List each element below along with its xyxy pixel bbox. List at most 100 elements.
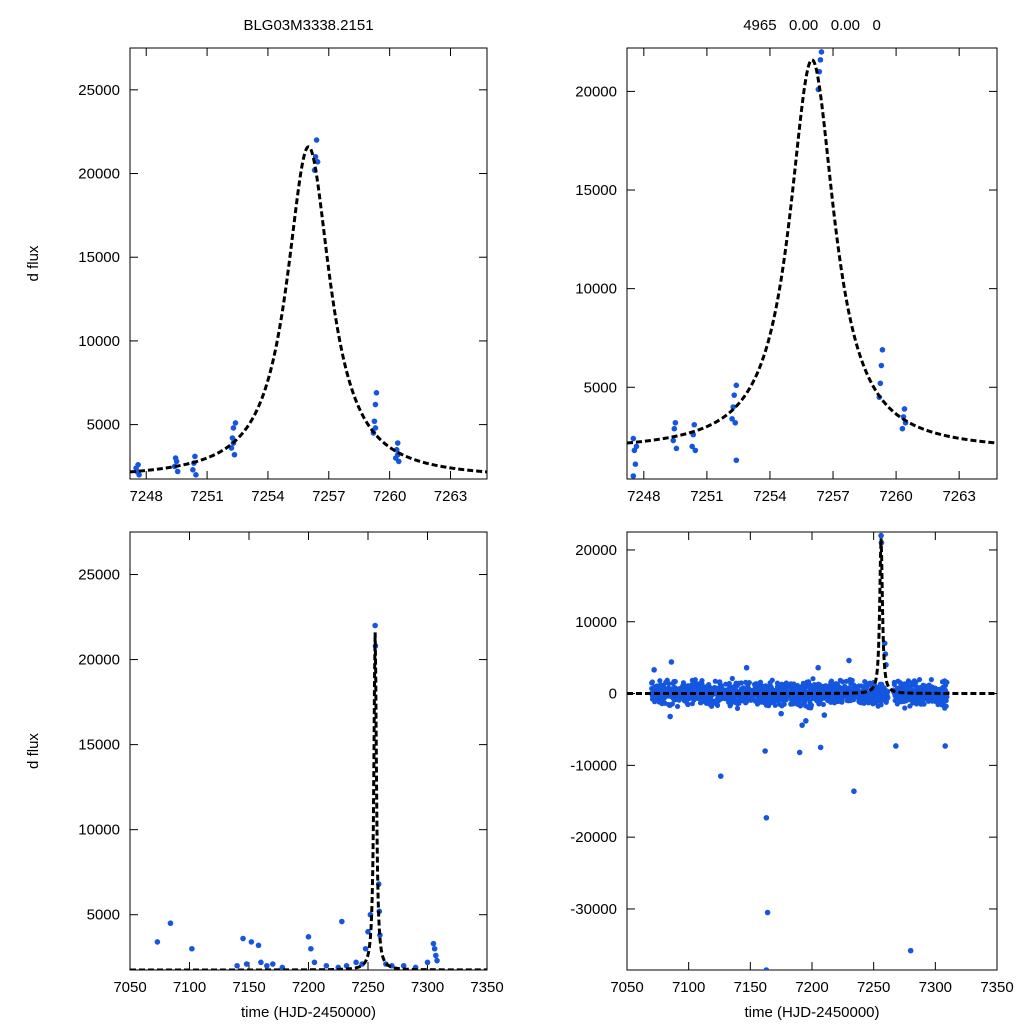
data-point bbox=[173, 458, 180, 465]
x-tick-label: 7257 bbox=[312, 488, 345, 505]
data-point bbox=[878, 532, 884, 539]
data-point bbox=[839, 699, 845, 705]
data-point bbox=[430, 940, 437, 947]
plot-frame bbox=[129, 531, 488, 971]
x-tick-label: 7050 bbox=[610, 979, 643, 996]
x-axis-label: time (HJD-2450000) bbox=[241, 1004, 376, 1021]
data-point bbox=[630, 435, 637, 442]
data-point bbox=[921, 701, 927, 707]
data-point bbox=[240, 935, 246, 942]
y-tick-label: 5000 bbox=[87, 907, 120, 924]
data-point bbox=[669, 701, 675, 707]
data-point bbox=[231, 451, 238, 458]
x-tick-label: 7263 bbox=[434, 488, 467, 505]
plot-frame bbox=[129, 47, 488, 480]
data-point bbox=[270, 961, 276, 967]
y-tick-label: 25000 bbox=[78, 567, 120, 584]
data-point bbox=[717, 773, 724, 779]
x-tick-label: 7263 bbox=[942, 488, 975, 505]
model-curve bbox=[627, 538, 997, 696]
y-tick-label: 0 bbox=[609, 686, 617, 703]
y-tick-label: 20000 bbox=[78, 166, 120, 183]
data-point bbox=[174, 468, 181, 475]
data-point bbox=[674, 703, 681, 710]
data-point bbox=[762, 748, 768, 754]
data-point bbox=[818, 49, 825, 55]
x-tick-label: 7257 bbox=[816, 488, 849, 505]
data-point bbox=[913, 679, 919, 685]
data-point bbox=[733, 457, 740, 464]
data-point bbox=[803, 718, 809, 724]
data-point bbox=[230, 425, 237, 431]
data-point bbox=[672, 419, 679, 426]
model-curve bbox=[130, 145, 487, 474]
x-tick-label: 7300 bbox=[919, 979, 952, 996]
data-point bbox=[192, 453, 198, 460]
x-tick-label: 7350 bbox=[980, 979, 1013, 996]
data-point bbox=[764, 909, 771, 916]
plot-area bbox=[627, 532, 997, 970]
data-point bbox=[248, 939, 255, 945]
model-curve bbox=[627, 58, 997, 445]
data-point bbox=[232, 420, 239, 426]
panel-top-left: 7248 7251 7254 7257 7260 7263 5000 10000 15000 20… bbox=[25, 17, 488, 505]
data-point bbox=[828, 678, 835, 684]
data-point bbox=[712, 678, 718, 684]
data-point bbox=[944, 679, 950, 685]
data-point bbox=[878, 362, 885, 369]
y-axis-label: d flux bbox=[25, 245, 42, 281]
data-point bbox=[323, 962, 330, 969]
data-point bbox=[190, 466, 196, 473]
y-axis-label: d flux bbox=[25, 733, 42, 769]
chart-title: 4965 0.00 0.00 0 bbox=[743, 17, 881, 34]
data-point bbox=[808, 702, 815, 708]
model-curve bbox=[130, 632, 487, 970]
data-point bbox=[944, 694, 950, 700]
y-tick-label: -10000 bbox=[570, 757, 617, 774]
data-point bbox=[353, 959, 359, 966]
data-point bbox=[901, 406, 908, 412]
data-point bbox=[434, 957, 440, 964]
data-point bbox=[817, 744, 824, 751]
data-point bbox=[846, 657, 852, 664]
data-point bbox=[668, 659, 675, 665]
data-point bbox=[810, 676, 816, 682]
data-point bbox=[943, 703, 949, 709]
y-tick-label: 15000 bbox=[78, 249, 120, 266]
data-point bbox=[305, 934, 312, 940]
data-point bbox=[879, 346, 886, 353]
y-tick-label: -30000 bbox=[570, 901, 617, 918]
data-point bbox=[431, 945, 438, 952]
data-point bbox=[372, 425, 379, 431]
data-point bbox=[732, 419, 739, 426]
x-tick-label: 7248 bbox=[130, 488, 163, 505]
data-point bbox=[763, 814, 770, 821]
x-tick-label: 7251 bbox=[690, 488, 723, 505]
data-point bbox=[885, 695, 891, 701]
plot-area bbox=[130, 622, 487, 970]
y-tick-label: 5000 bbox=[584, 379, 617, 396]
data-point bbox=[630, 473, 637, 479]
data-point bbox=[258, 959, 264, 966]
data-point bbox=[243, 961, 250, 967]
data-point bbox=[339, 918, 345, 925]
data-point bbox=[893, 743, 899, 749]
data-point bbox=[189, 945, 195, 952]
y-tick-label: 10000 bbox=[78, 333, 120, 350]
data-point bbox=[928, 677, 934, 683]
data-point bbox=[699, 681, 705, 687]
data-point bbox=[393, 446, 400, 453]
x-tick-label: 7254 bbox=[753, 488, 786, 505]
data-point bbox=[746, 679, 752, 686]
data-point bbox=[738, 680, 744, 686]
data-point bbox=[734, 705, 741, 711]
data-point bbox=[424, 959, 431, 966]
y-tick-label: 25000 bbox=[78, 82, 120, 99]
data-point bbox=[311, 959, 318, 966]
x-tick-label: 7300 bbox=[411, 979, 444, 996]
y-tick-label: 10000 bbox=[78, 822, 120, 839]
data-point bbox=[743, 664, 750, 671]
data-point bbox=[670, 437, 677, 444]
y-tick-label: 10000 bbox=[575, 614, 617, 631]
data-point bbox=[362, 945, 369, 952]
